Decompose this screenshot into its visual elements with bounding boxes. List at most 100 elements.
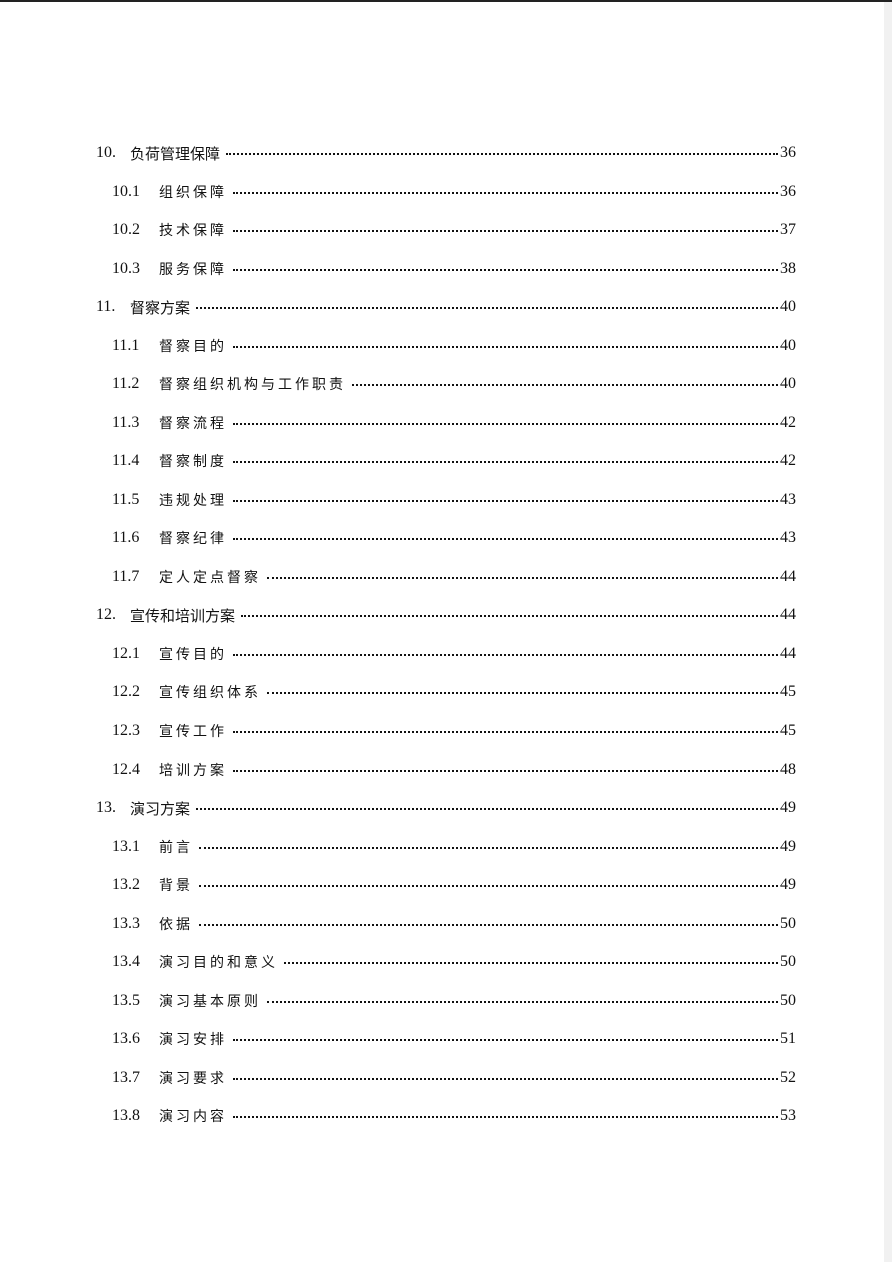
toc-entry[interactable]: 13.4 演习目的和意义 50: [0, 943, 892, 982]
toc-entry-title: 依据: [159, 916, 193, 933]
toc-entry-page: 44: [780, 567, 796, 585]
toc-entry-number: 11.: [96, 298, 116, 316]
toc-entry[interactable]: 11. 督察方案 40: [0, 288, 892, 327]
dot-leader: [241, 615, 778, 618]
toc-entry[interactable]: 12.2 宣传组织体系 45: [0, 673, 892, 712]
toc-entry-page: 42: [780, 452, 796, 470]
dot-leader: [199, 885, 778, 888]
toc-entry-page: 40: [780, 375, 796, 393]
toc-entry-number: 11.3: [112, 413, 140, 431]
toc-entry-page: 36: [780, 144, 796, 162]
toc-entry-page: 51: [780, 1030, 796, 1048]
toc-entry[interactable]: 13. 演习方案 49: [0, 789, 892, 828]
toc-entry[interactable]: 13.2 背景 49: [0, 866, 892, 905]
toc-entry[interactable]: 11.7 定人定点督察 44: [0, 558, 892, 597]
toc-entry-page: 50: [780, 914, 796, 932]
toc-entry-title: 服务保障: [159, 261, 227, 278]
toc-entry[interactable]: 12. 宣传和培训方案 44: [0, 596, 892, 635]
toc-entry-page: 37: [780, 221, 796, 239]
toc-entry-number: 13.: [96, 799, 116, 817]
toc-entry-number: 12.2: [112, 683, 140, 701]
dot-leader: [233, 769, 778, 772]
toc-entry-number: 10.1: [112, 182, 140, 200]
toc-entry-number: 13.7: [112, 1068, 140, 1086]
dot-leader: [233, 653, 778, 656]
toc-entry[interactable]: 13.7 演习要求 52: [0, 1058, 892, 1097]
dot-leader: [233, 538, 778, 541]
toc-entry[interactable]: 13.3 依据 50: [0, 904, 892, 943]
toc-entry-number: 12.: [96, 606, 116, 624]
toc-entry-title: 违规处理: [159, 492, 227, 509]
toc-entry[interactable]: 10.2 技术保障 37: [0, 211, 892, 250]
toc-entry-title: 宣传组织体系: [159, 685, 261, 702]
toc-entry-number: 11.4: [112, 452, 140, 470]
toc-entry-number: 13.4: [112, 953, 140, 971]
toc-entry-number: 13.8: [112, 1107, 140, 1125]
toc-entry-title: 督察目的: [159, 338, 227, 355]
toc-entry[interactable]: 11.2 督察组织机构与工作职责 40: [0, 365, 892, 404]
toc-entry-page: 50: [780, 991, 796, 1009]
toc-entry-page: 45: [780, 683, 796, 701]
dot-leader: [196, 808, 778, 811]
dot-leader: [267, 1000, 778, 1003]
toc-entry-number: 13.6: [112, 1030, 140, 1048]
toc-entry-number: 12.3: [112, 721, 140, 739]
toc-entry-title: 负荷管理保障: [130, 144, 221, 163]
toc-entry-title: 背景: [159, 878, 193, 895]
dot-leader: [199, 846, 778, 849]
toc-entry-title: 组织保障: [159, 184, 227, 201]
toc-entry[interactable]: 12.4 培训方案 48: [0, 750, 892, 789]
toc-entry-number: 12.4: [112, 760, 140, 778]
toc-entry-page: 52: [780, 1068, 796, 1086]
toc-entry-page: 43: [780, 490, 796, 508]
top-border: [0, 0, 892, 2]
toc-entry[interactable]: 12.3 宣传工作 45: [0, 712, 892, 751]
toc-entry-title: 演习基本原则: [159, 993, 261, 1010]
toc-entry[interactable]: 11.5 违规处理 43: [0, 481, 892, 520]
toc-entry[interactable]: 12.1 宣传目的 44: [0, 635, 892, 674]
toc-entry[interactable]: 10. 负荷管理保障 36: [0, 134, 892, 173]
toc-entry[interactable]: 10.3 服务保障 38: [0, 250, 892, 289]
toc-entry[interactable]: 11.3 督察流程 42: [0, 404, 892, 443]
toc-entry[interactable]: 11.1 督察目的 40: [0, 327, 892, 366]
dot-leader: [233, 422, 778, 425]
dot-leader: [196, 307, 778, 310]
toc-entry-number: 11.2: [112, 375, 140, 393]
toc-entry-title: 督察流程: [159, 415, 227, 432]
dot-leader: [233, 499, 778, 502]
toc-entry-page: 49: [780, 876, 796, 894]
toc-entry-page: 50: [780, 953, 796, 971]
toc-entry-title: 宣传和培训方案: [130, 606, 236, 625]
toc-entry[interactable]: 13.5 演习基本原则 50: [0, 981, 892, 1020]
toc-entry-title: 前言: [159, 839, 193, 856]
toc-entry-title: 宣传工作: [159, 723, 227, 740]
dot-leader: [284, 962, 778, 965]
toc-entry-number: 11.1: [112, 336, 140, 354]
dot-leader: [233, 1116, 778, 1119]
toc-entry-title: 演习要求: [159, 1070, 227, 1087]
toc-entry-title: 督察制度: [159, 454, 227, 471]
toc-entry-page: 36: [780, 182, 796, 200]
toc-entry-title: 定人定点督察: [159, 569, 261, 586]
dot-leader: [233, 230, 778, 233]
toc-entry-title: 督察组织机构与工作职责: [159, 377, 346, 394]
toc-entry-page: 49: [780, 837, 796, 855]
toc-entry[interactable]: 13.6 演习安排 51: [0, 1020, 892, 1059]
toc-entry-number: 10.3: [112, 259, 140, 277]
toc-entry[interactable]: 11.6 督察纪律 43: [0, 519, 892, 558]
toc-entry-title: 督察方案: [130, 298, 191, 317]
toc-entry-number: 13.2: [112, 876, 140, 894]
toc-entry-number: 10.2: [112, 221, 140, 239]
toc-entry-number: 13.5: [112, 991, 140, 1009]
dot-leader: [233, 268, 778, 271]
dot-leader: [233, 345, 778, 348]
toc-entry-page: 49: [780, 799, 796, 817]
toc-entry[interactable]: 10.1 组织保障 36: [0, 173, 892, 212]
toc-entry[interactable]: 13.8 演习内容 53: [0, 1097, 892, 1136]
page-edge: [884, 2, 892, 1262]
toc-entry-title: 演习方案: [130, 799, 191, 818]
toc-entry[interactable]: 13.1 前言 49: [0, 827, 892, 866]
toc-entry[interactable]: 11.4 督察制度 42: [0, 442, 892, 481]
toc-entry-page: 42: [780, 413, 796, 431]
dot-leader: [267, 576, 778, 579]
